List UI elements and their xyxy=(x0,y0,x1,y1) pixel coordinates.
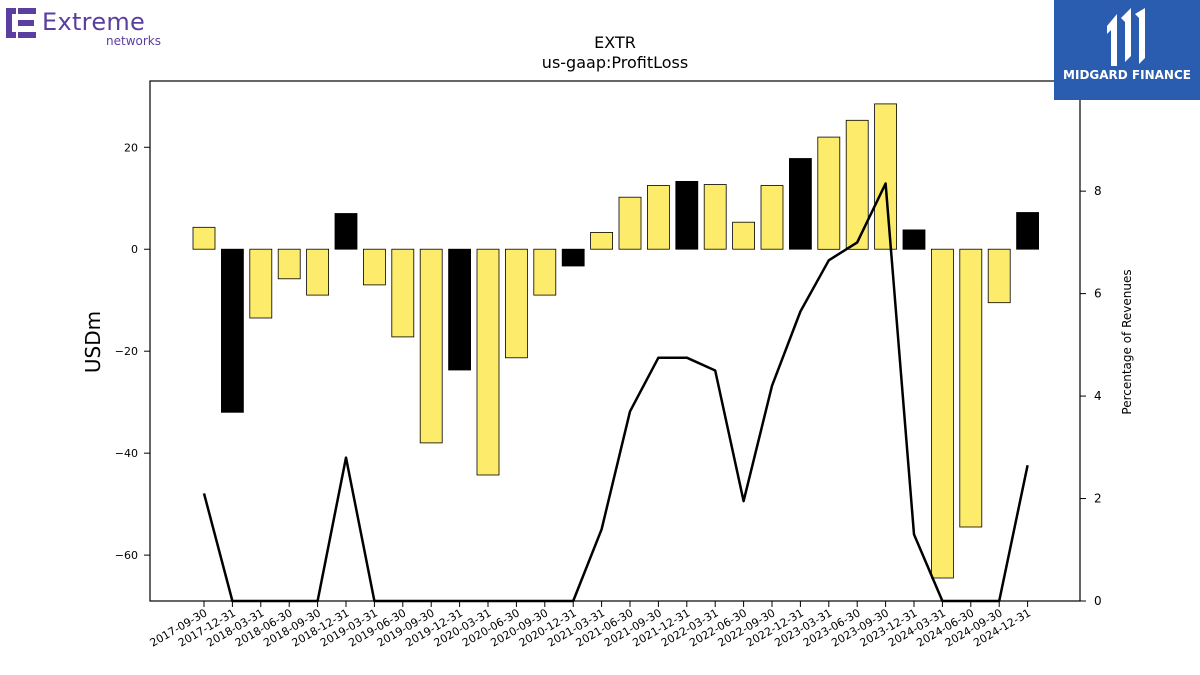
extreme-x-icon xyxy=(6,8,36,38)
bar-2024-06-30 xyxy=(959,248,983,528)
chart-subtitle: us-gaap:ProfitLoss xyxy=(542,53,688,72)
bar-2021-12-31 xyxy=(675,180,699,250)
bar-2018-09-30 xyxy=(306,248,330,296)
bar-2019-06-30 xyxy=(391,248,415,338)
bar-2020-12-31 xyxy=(561,248,585,267)
bar-2018-06-30 xyxy=(277,248,301,280)
y2-tick-label: 8 xyxy=(1094,184,1102,198)
y-tick-label: −60 xyxy=(115,549,138,562)
bar-2021-06-30 xyxy=(618,196,642,250)
bar-2022-03-31 xyxy=(703,184,727,250)
bar-2017-09-30 xyxy=(192,226,216,250)
bar-2019-12-31 xyxy=(448,248,472,371)
bar-2024-03-31 xyxy=(931,248,954,579)
extreme-networks-logo: Extreme networks xyxy=(4,4,174,48)
bar-2022-06-30 xyxy=(732,221,755,250)
bars-group xyxy=(192,103,1039,579)
y-tick-label: 20 xyxy=(124,141,138,154)
bar-2021-09-30 xyxy=(647,185,670,250)
bar-2019-03-31 xyxy=(362,248,386,286)
plot-frame xyxy=(149,80,1081,602)
bar-2020-03-31 xyxy=(476,248,500,476)
bar-2019-09-30 xyxy=(419,248,443,444)
y-tick-label: 0 xyxy=(131,243,138,256)
chart-title: EXTR xyxy=(594,33,636,52)
bar-2021-03-31 xyxy=(590,231,613,250)
bar-2023-03-31 xyxy=(817,136,841,250)
midgard-m-icon xyxy=(1107,8,1145,66)
y-axis-label: USDm xyxy=(81,311,105,373)
line-group xyxy=(202,182,1029,603)
y-tick-label: −40 xyxy=(115,447,138,460)
bar-2023-09-30 xyxy=(874,103,897,250)
y2-tick-label: 2 xyxy=(1094,492,1102,506)
y-tick-label: −20 xyxy=(115,345,138,358)
bar-2023-06-30 xyxy=(845,119,869,250)
extreme-logo-sub: networks xyxy=(106,34,161,48)
bar-2023-12-31 xyxy=(902,229,926,250)
bar-2017-12-31 xyxy=(220,248,244,413)
midgard-finance-logo: MIDGARD FINANCE xyxy=(1054,0,1200,100)
extreme-logo-word: Extreme xyxy=(42,8,146,36)
bar-2022-12-31 xyxy=(789,158,812,250)
bar-2018-12-31 xyxy=(334,213,358,250)
y2-axis-label: Percentage of Revenues xyxy=(1120,269,1134,414)
bar-2018-03-31 xyxy=(249,248,273,319)
bar-2024-09-30 xyxy=(987,248,1011,304)
revenue-pct-line xyxy=(202,182,1029,603)
y2-tick-label: 4 xyxy=(1094,389,1102,403)
bar-2020-06-30 xyxy=(504,248,528,359)
y2-tick-label: 0 xyxy=(1094,594,1102,608)
midgard-finance-text: MIDGARD FINANCE xyxy=(1063,68,1191,82)
bar-2022-09-30 xyxy=(760,185,784,250)
bar-2020-09-30 xyxy=(533,248,557,296)
y2-tick-label: 6 xyxy=(1094,287,1102,301)
bar-2024-12-31 xyxy=(1016,212,1039,250)
